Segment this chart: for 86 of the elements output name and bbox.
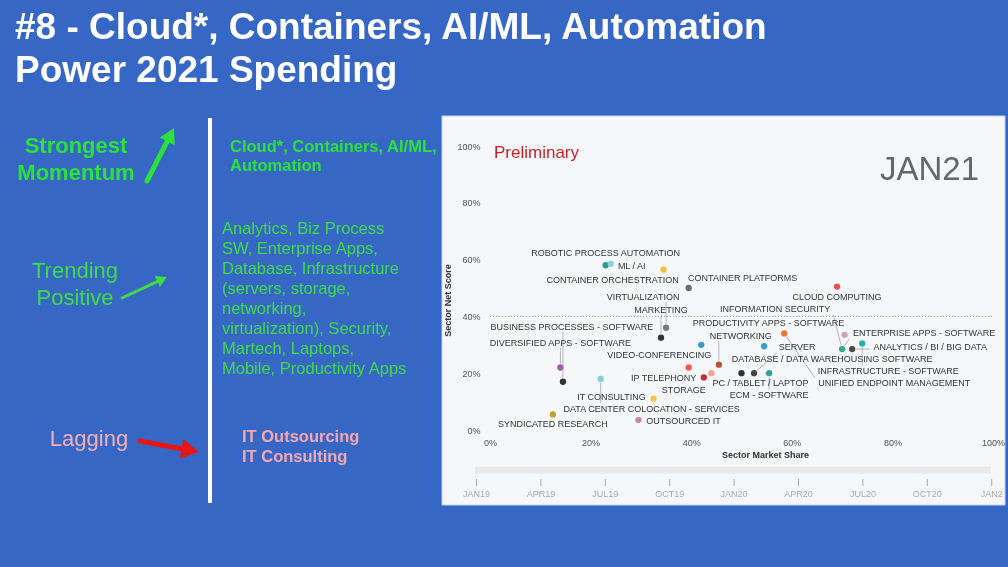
annotation: NETWORKING: [709, 330, 772, 341]
point: [607, 260, 614, 268]
annotation: BUSINESS PROCESSES - SOFTWARE: [490, 321, 654, 332]
point: [849, 345, 856, 353]
text: APR20: [784, 489, 813, 499]
annotation: CONTAINER ORCHESTRATION: [546, 274, 679, 285]
point: [635, 416, 642, 424]
text: OCT20: [912, 489, 942, 499]
text: Strongest Momentum: [17, 133, 135, 185]
text: IT Outsourcing: [242, 427, 360, 445]
annotation: Preliminary: [494, 143, 580, 162]
point: [715, 361, 723, 368]
annotation: INFRASTRUCTURE - SOFTWARE: [817, 366, 959, 377]
point: [700, 374, 707, 381]
x-tick-label: 0%: [483, 437, 498, 448]
point: [662, 324, 670, 331]
annotation: STORAGE: [661, 385, 706, 396]
annotation: ECM - SOFTWARE: [729, 390, 809, 401]
text: Cloud*, Containers, AI/ML, Automation: [230, 137, 437, 174]
x-tick-label: 80%: [883, 437, 902, 448]
y-tick-label: 80%: [462, 198, 481, 209]
point: [549, 411, 557, 418]
x-axis-title: Sector Market Share: [721, 449, 810, 460]
text: APR19: [526, 489, 556, 499]
text: IT Consulting: [242, 447, 348, 465]
point: [838, 345, 846, 353]
text: Lagging: [49, 426, 129, 451]
point: [602, 262, 609, 269]
x-tick-label: 60%: [783, 437, 802, 448]
annotation: IT CONSULTING: [577, 391, 646, 402]
annotation: SYNDICATED RESEARCH: [497, 419, 608, 430]
point: [708, 370, 715, 377]
point: [657, 334, 665, 341]
text: JUL20: [849, 489, 876, 499]
chart-title: #8 - Cloud*, Containers, AI/ML, Automation Power 2021 Spending: [15, 6, 767, 90]
annotation: ROBOTIC PROCESS AUTOMATION: [531, 248, 681, 259]
point: [760, 343, 768, 350]
text: JAN20: [720, 489, 748, 499]
annotation: SERVER: [778, 342, 816, 353]
point: [685, 284, 692, 292]
y-tick-label: 0%: [467, 425, 481, 436]
point: [750, 370, 758, 377]
annotation: IP TELEPHONY: [631, 372, 697, 383]
x-tick-label: 40%: [682, 437, 701, 448]
x-tick-label: 20%: [582, 437, 601, 448]
annotation: CONTAINER PLATFORMS: [688, 273, 798, 283]
point: [833, 283, 841, 290]
annotation: PC / TABLET / LAPTOP: [712, 378, 809, 389]
point: [698, 341, 705, 348]
point: [559, 378, 567, 385]
point: [597, 375, 604, 383]
annotation: UNIFIED ENDPOINT MANAGEMENT: [818, 378, 971, 389]
annotation: INFORMATION SECURITY: [719, 304, 831, 315]
text: OCT19: [655, 489, 685, 499]
annotation: DATA CENTER COLOCATION - SERVICES: [563, 403, 740, 414]
point: [859, 340, 866, 347]
annotation: JAN21: [879, 150, 979, 187]
annotation: DIVERSIFIED APPS - SOFTWARE: [489, 337, 632, 348]
point: [685, 364, 692, 371]
annotation: VIRTUALIZATION: [606, 291, 680, 302]
point: [650, 395, 657, 402]
annotation: PRODUCTIVITY APPS - SOFTWARE: [692, 317, 845, 328]
point: [841, 331, 848, 339]
x-tick-label: 100%: [981, 437, 1006, 448]
point: [781, 330, 788, 337]
annotation: MARKETING: [634, 304, 688, 315]
annotation: ENTERPRISE APPS - SOFTWARE: [853, 328, 996, 339]
annotation: OUTSOURCED IT: [646, 416, 722, 427]
point: [766, 370, 773, 377]
text: Analytics, Biz Process SW, Enterprise Apps, Database, Infrastructure (servers, storage, networking, virtualization), Security, Martech, Laptops, Mobile, Productivity Apps: [222, 219, 407, 377]
point: [660, 266, 667, 273]
text: JAN2: [980, 489, 1003, 499]
y-tick-label: 20%: [462, 368, 481, 379]
text: JUL19: [592, 489, 619, 499]
annotation: ANALYTICS / BI / BIG DATA: [873, 342, 987, 353]
y-tick-label: 60%: [462, 255, 481, 266]
point: [738, 370, 745, 377]
text: Trending Positive: [31, 258, 119, 310]
annotation: VIDEO-CONFERENCING: [607, 349, 712, 360]
y-tick-label: 100%: [457, 141, 481, 152]
y-tick-label: 40%: [462, 311, 481, 322]
annotation: DATABASE / DATA WAREHOUSING SOFTWARE: [731, 354, 933, 365]
annotation: ML / AI: [617, 260, 646, 271]
annotation: CLOUD COMPUTING: [792, 291, 882, 302]
y-axis-title: Sector Net Score: [443, 264, 454, 337]
text: JAN19: [462, 489, 491, 499]
